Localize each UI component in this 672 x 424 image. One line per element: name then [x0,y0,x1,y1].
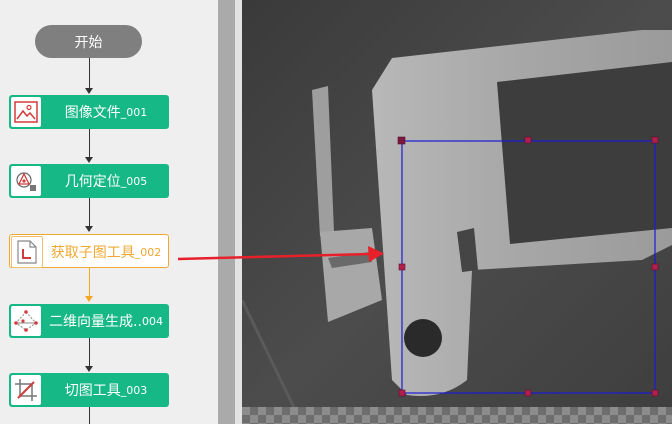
flow-node-number: _003 [120,383,148,397]
connector-line [89,58,90,89]
connector-arrow-active [85,296,93,302]
flow-node-number: _005 [120,174,148,188]
flow-node-image-file[interactable]: 图像文件 _001 [9,95,169,129]
vector-icon [11,306,41,336]
connector-arrow [85,88,93,94]
sub-image-icon [11,236,43,268]
flow-node-number: _001 [120,105,148,119]
crop-tool-icon [11,375,41,405]
flow-node-vector-generation[interactable]: 二维向量生成.. 004 [9,304,169,338]
flow-node-label: 切图工具 [64,383,121,399]
connector-arrow [85,226,93,232]
image-file-icon [11,97,41,127]
camera-image [242,0,672,424]
connector-arrow [85,366,93,372]
flow-node-label: 图像文件 [64,105,121,121]
connector-line [89,129,90,158]
transparency-strip [242,407,672,424]
flow-node-label: 二维向量生成.. [49,314,142,330]
connector-arrow [85,157,93,163]
start-node[interactable]: 开始 [35,25,142,58]
flow-node-label: 几何定位 [64,174,121,190]
flow-node-number: _002 [134,245,162,259]
flow-node-number: 004 [141,314,163,328]
flow-panel: 开始 图像文件 _001 [0,0,218,424]
start-node-label: 开始 [74,34,103,51]
image-view[interactable] [242,0,672,424]
connector-line [89,338,90,367]
flow-node-label: 获取子图工具 [50,245,135,261]
connector-line [89,198,90,227]
flow-node-crop-tool[interactable]: 切图工具 _003 [9,373,169,407]
flow-scrollbar-track[interactable] [218,0,235,424]
geometric-locate-icon [11,166,41,196]
flow-node-geometric-locate[interactable]: 几何定位 _005 [9,164,169,198]
connector-line-active [89,268,90,297]
panel-divider [235,0,242,424]
flow-node-sub-image-tool[interactable]: 获取子图工具 _002 [9,234,169,268]
connector-line [89,407,90,424]
